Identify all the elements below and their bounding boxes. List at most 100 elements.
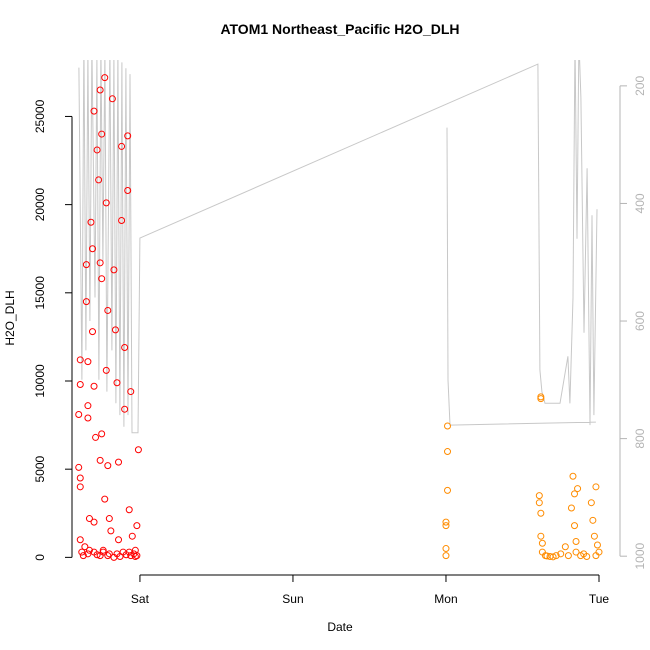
- y-tick-label: 10000: [33, 364, 47, 398]
- data-point: [89, 328, 97, 336]
- data-point: [574, 485, 582, 493]
- data-point: [569, 472, 577, 480]
- data-point: [89, 245, 97, 253]
- data-point: [124, 132, 132, 140]
- data-point: [535, 492, 543, 500]
- y-tick-label: 25000: [33, 99, 47, 133]
- x-axis-label: Date: [327, 620, 353, 634]
- data-point: [85, 515, 93, 523]
- x-tick-label: Mon: [434, 592, 457, 606]
- data-point: [82, 261, 90, 269]
- data-point: [104, 306, 112, 314]
- data-point: [76, 474, 84, 482]
- x-tick-label: Sat: [131, 592, 150, 606]
- data-point: [93, 551, 101, 559]
- data-point: [133, 522, 141, 530]
- data-point: [101, 74, 109, 82]
- data-point: [78, 548, 86, 556]
- data-point: [567, 504, 575, 512]
- data-point: [87, 218, 95, 226]
- data-point: [102, 199, 110, 207]
- data-point: [572, 548, 580, 556]
- data-point: [121, 405, 129, 413]
- data-point: [134, 446, 142, 454]
- data-point: [124, 187, 132, 195]
- data-point: [108, 95, 116, 103]
- data-point: [84, 550, 92, 558]
- data-point: [76, 356, 84, 364]
- y2-tick-label: 800: [633, 428, 647, 448]
- chart-title: ATOM1 Northeast_Pacific H2O_DLH: [220, 21, 459, 37]
- data-point: [442, 552, 450, 560]
- x-tick-label: Tue: [589, 592, 610, 606]
- data-point: [442, 522, 450, 530]
- data-point: [90, 107, 98, 115]
- data-point: [98, 275, 106, 283]
- data-point: [537, 532, 545, 540]
- data-point: [590, 532, 598, 540]
- data-point: [444, 448, 452, 456]
- y-axis-label: H2O_DLH: [3, 290, 17, 345]
- data-point: [127, 388, 135, 396]
- data-point: [543, 552, 551, 560]
- data-point: [75, 411, 83, 419]
- data-point: [571, 490, 579, 498]
- data-point: [552, 552, 560, 560]
- data-point: [572, 537, 580, 545]
- data-point: [131, 552, 139, 560]
- data-point: [92, 433, 100, 441]
- data-point: [102, 366, 110, 374]
- data-point: [537, 509, 545, 517]
- y-tick-label: 20000: [33, 188, 47, 222]
- x-tick-label: Sun: [282, 592, 303, 606]
- data-point: [589, 516, 597, 524]
- data-point: [587, 499, 595, 507]
- data-point: [101, 495, 109, 503]
- data-point: [84, 358, 92, 366]
- data-point: [561, 543, 569, 551]
- data-point: [442, 545, 450, 553]
- data-point: [125, 506, 133, 514]
- data-point: [564, 552, 572, 560]
- data-point: [75, 463, 83, 471]
- data-point: [96, 552, 104, 560]
- data-point: [96, 86, 104, 94]
- data-point: [105, 515, 113, 523]
- data-point: [592, 552, 600, 560]
- data-point: [104, 462, 112, 470]
- data-point: [107, 527, 115, 535]
- data-point: [93, 146, 101, 154]
- data-point: [118, 142, 126, 150]
- y2-tick-label: 600: [633, 311, 647, 331]
- data-point: [81, 543, 89, 551]
- plot-area: [78, 60, 598, 434]
- data-point: [76, 483, 84, 491]
- data-point: [442, 518, 450, 526]
- data-point: [115, 458, 123, 466]
- data-point: [104, 552, 112, 560]
- y2-tick-label: 200: [633, 76, 647, 96]
- data-point: [98, 430, 106, 438]
- data-point: [98, 130, 106, 138]
- data-point: [84, 402, 92, 410]
- data-point: [118, 216, 126, 224]
- y-tick-label: 0: [33, 554, 47, 561]
- data-point: [571, 522, 579, 530]
- data-point: [90, 518, 98, 526]
- data-point: [96, 456, 104, 464]
- data-point: [537, 393, 545, 401]
- data-point: [535, 499, 543, 507]
- data-point: [580, 550, 588, 558]
- data-point: [121, 343, 129, 351]
- data-point: [82, 298, 90, 306]
- data-point: [84, 414, 92, 422]
- data-point: [128, 532, 136, 540]
- y2-tick-label: 1000: [633, 543, 647, 570]
- data-point: [113, 379, 121, 387]
- data-point: [593, 541, 601, 549]
- data-point: [444, 486, 452, 494]
- data-point: [111, 326, 119, 334]
- data-point: [122, 551, 130, 559]
- data-point: [592, 483, 600, 491]
